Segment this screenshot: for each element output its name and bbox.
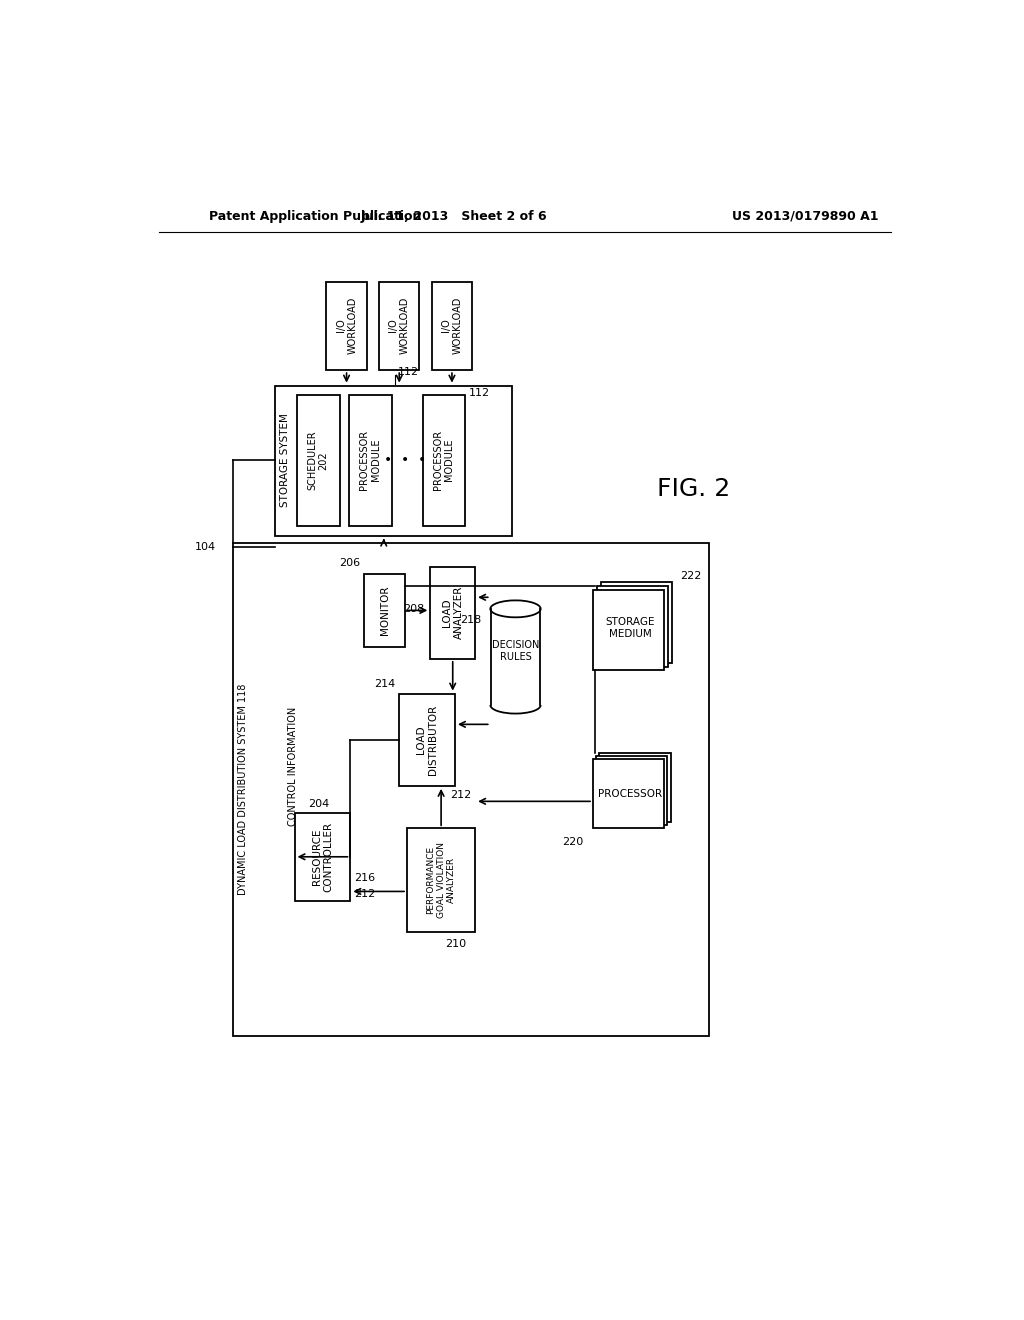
Text: 112: 112	[397, 367, 419, 376]
Text: PERFORMANCE
GOAL VIOLATION
ANALYZER: PERFORMANCE GOAL VIOLATION ANALYZER	[426, 842, 456, 917]
Bar	[593, 590, 665, 671]
Text: 220: 220	[562, 837, 584, 847]
Bar	[423, 395, 465, 527]
Text: 222: 222	[680, 570, 701, 581]
Bar	[597, 586, 669, 667]
Bar	[399, 693, 455, 785]
Bar	[327, 281, 367, 370]
Text: CONTROL INFORMATION: CONTROL INFORMATION	[288, 708, 298, 826]
Bar	[275, 385, 512, 536]
Text: STORAGE
MEDIUM: STORAGE MEDIUM	[605, 618, 655, 639]
Bar	[599, 752, 671, 822]
Bar	[349, 395, 391, 527]
Text: DYNAMIC LOAD DISTRIBUTION SYSTEM 118: DYNAMIC LOAD DISTRIBUTION SYSTEM 118	[238, 684, 248, 895]
Text: 212: 212	[354, 888, 376, 899]
Text: 216: 216	[354, 874, 376, 883]
Bar	[432, 281, 472, 370]
Text: PROCESSOR
MODULE: PROCESSOR MODULE	[359, 430, 381, 490]
Text: STORAGE SYSTEM: STORAGE SYSTEM	[280, 413, 290, 507]
Bar	[601, 582, 672, 663]
Text: PROCESSOR: PROCESSOR	[598, 788, 663, 799]
Text: LOAD
ANALYZER: LOAD ANALYZER	[442, 586, 464, 639]
Text: FIG. 2: FIG. 2	[657, 478, 730, 502]
Bar	[596, 756, 668, 825]
Text: I/O
WORKLOAD: I/O WORKLOAD	[441, 297, 463, 354]
Text: •  •  •: • • •	[384, 453, 427, 467]
Text: 112: 112	[469, 388, 490, 399]
Text: 206: 206	[339, 557, 360, 568]
Text: 212: 212	[451, 791, 472, 800]
Text: US 2013/0179890 A1: US 2013/0179890 A1	[732, 210, 879, 223]
Text: PROCESSOR
MODULE: PROCESSOR MODULE	[432, 430, 455, 490]
Bar	[430, 566, 475, 659]
Text: 208: 208	[402, 603, 424, 614]
Bar	[379, 281, 420, 370]
Bar	[593, 759, 665, 829]
Bar	[407, 829, 475, 932]
Text: Jul. 11, 2013   Sheet 2 of 6: Jul. 11, 2013 Sheet 2 of 6	[360, 210, 547, 223]
Bar	[297, 395, 340, 527]
Text: 218: 218	[460, 615, 481, 626]
Text: I/O
WORKLOAD: I/O WORKLOAD	[336, 297, 357, 354]
Text: I/O
WORKLOAD: I/O WORKLOAD	[388, 297, 410, 354]
Text: RESOURCE
CONTROLLER: RESOURCE CONTROLLER	[311, 822, 334, 892]
Text: 210: 210	[445, 939, 466, 949]
Bar	[232, 544, 710, 1036]
Text: DECISION
RULES: DECISION RULES	[492, 640, 540, 663]
Text: 104: 104	[195, 543, 216, 552]
Text: MONITOR: MONITOR	[380, 586, 389, 635]
Text: SCHEDULER
202: SCHEDULER 202	[307, 430, 329, 490]
Text: LOAD
DISTRIBUTOR: LOAD DISTRIBUTOR	[417, 705, 438, 775]
Text: 204: 204	[308, 799, 330, 809]
Text: 214: 214	[374, 680, 395, 689]
Bar	[365, 574, 404, 647]
Text: Patent Application Publication: Patent Application Publication	[209, 210, 422, 223]
Bar	[295, 813, 350, 902]
